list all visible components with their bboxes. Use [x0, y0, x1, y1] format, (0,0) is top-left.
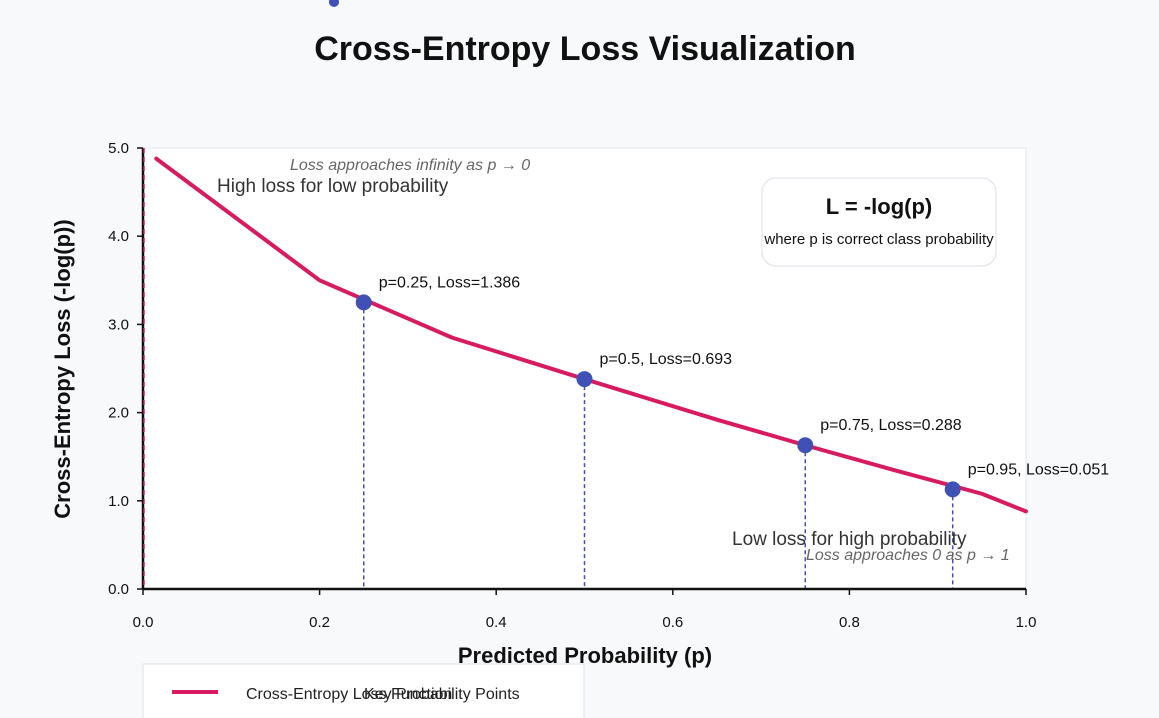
key-point-label: p=0.25, Loss=1.386 [379, 274, 521, 291]
y-tick-label: 0.0 [108, 581, 129, 598]
key-point-label: p=0.75, Loss=0.288 [820, 417, 962, 434]
key-point-marker [797, 437, 814, 454]
x-tick-label: 0.8 [839, 614, 860, 631]
formula-box: L = -log(p) where p is correct class pro… [761, 177, 997, 267]
x-tick-label: 0.4 [486, 614, 507, 631]
key-points-layer: p=0.25, Loss=1.386 p=0.5, Loss=0.693 p=0.7… [355, 274, 1110, 498]
y-tick-label: 2.0 [108, 405, 129, 422]
y-tick-label: 1.0 [108, 493, 129, 510]
legend: Cross-Entropy Loss Function Key Probabil… [142, 663, 585, 718]
y-tick-label: 3.0 [108, 316, 129, 333]
key-point-label: p=0.5, Loss=0.693 [600, 351, 733, 368]
x-tick-label: 0.0 [133, 614, 154, 631]
x-tick-label: 0.6 [662, 614, 683, 631]
key-point-marker [944, 481, 961, 498]
legend-item-key-points: Key Probability Points [364, 686, 520, 703]
key-point-marker [576, 371, 593, 388]
legend-item-loss-function: Cross-Entropy Loss Function [246, 686, 452, 703]
guide-lines [363, 302, 954, 589]
bottom-note-annotation: Loss approaches 0 as p → 1 [806, 547, 1010, 564]
key-points-legend-marker [329, 0, 339, 7]
key-point-label: p=0.95, Loss=0.051 [968, 461, 1110, 478]
chart-title: Cross-Entropy Loss Visualization [314, 30, 856, 68]
axes: 0.0 0.2 0.4 0.6 0.8 1.0 0.0 1.0 2.0 3.0 4.0 5.0 [108, 140, 1036, 631]
low-loss-annotation: Low loss for high probability [732, 529, 967, 550]
formula-main: L = -log(p) [826, 194, 933, 219]
formula-description: where p is correct class probability [763, 231, 994, 248]
x-tick-label: 1.0 [1016, 614, 1037, 631]
x-tick-label: 0.2 [309, 614, 330, 631]
top-note-annotation: Loss approaches infinity as p → 0 [290, 157, 530, 174]
y-tick-label: 4.0 [108, 228, 129, 245]
key-point-marker [355, 294, 372, 311]
y-tick-label: 5.0 [108, 140, 129, 157]
high-loss-annotation: High loss for low probability [217, 176, 449, 197]
y-axis-label: Cross-Entropy Loss (-log(p)) [50, 219, 75, 518]
